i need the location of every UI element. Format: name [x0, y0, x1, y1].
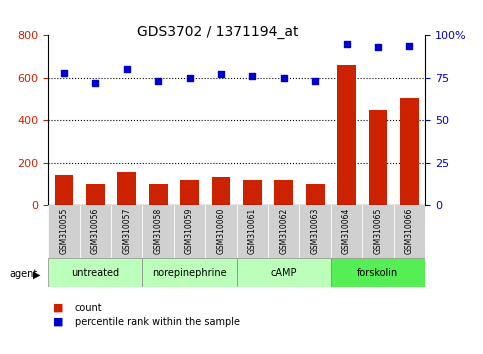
Text: forskolin: forskolin [357, 268, 398, 278]
Point [280, 75, 288, 81]
FancyBboxPatch shape [142, 258, 237, 287]
Point [60, 70, 68, 76]
FancyBboxPatch shape [174, 205, 205, 258]
Text: GSM310059: GSM310059 [185, 208, 194, 255]
Text: GSM310057: GSM310057 [122, 208, 131, 255]
Point [312, 79, 319, 84]
Text: ■: ■ [53, 317, 64, 327]
FancyBboxPatch shape [80, 205, 111, 258]
Text: agent: agent [10, 269, 38, 279]
Text: untreated: untreated [71, 268, 119, 278]
Text: GSM310065: GSM310065 [373, 208, 383, 255]
FancyBboxPatch shape [299, 205, 331, 258]
FancyBboxPatch shape [394, 205, 425, 258]
Text: ▶: ▶ [32, 269, 40, 279]
Bar [86, 184, 105, 205]
Point [249, 73, 256, 79]
Bar [149, 184, 168, 205]
Bar [400, 98, 419, 205]
Text: GSM310055: GSM310055 [59, 208, 69, 255]
Text: GSM310062: GSM310062 [279, 208, 288, 254]
Text: GSM310061: GSM310061 [248, 208, 257, 254]
Point [343, 41, 351, 47]
Bar [55, 175, 73, 205]
Bar [369, 110, 387, 205]
Bar [306, 184, 325, 205]
Bar [243, 180, 262, 205]
Bar [337, 65, 356, 205]
Text: GSM310058: GSM310058 [154, 208, 163, 254]
Point [186, 75, 194, 81]
Bar [274, 180, 293, 205]
FancyBboxPatch shape [48, 205, 80, 258]
FancyBboxPatch shape [111, 205, 142, 258]
Text: GSM310060: GSM310060 [216, 208, 226, 255]
Point [406, 43, 413, 48]
FancyBboxPatch shape [142, 205, 174, 258]
FancyBboxPatch shape [362, 205, 394, 258]
Text: ■: ■ [53, 303, 64, 313]
Point [155, 79, 162, 84]
Bar [180, 180, 199, 205]
Text: norepinephrine: norepinephrine [152, 268, 227, 278]
FancyBboxPatch shape [331, 258, 425, 287]
Text: GDS3702 / 1371194_at: GDS3702 / 1371194_at [137, 25, 298, 39]
Point [217, 72, 225, 77]
Text: GSM310063: GSM310063 [311, 208, 320, 255]
FancyBboxPatch shape [205, 205, 237, 258]
Point [92, 80, 99, 86]
FancyBboxPatch shape [331, 205, 362, 258]
Text: percentile rank within the sample: percentile rank within the sample [75, 317, 240, 327]
FancyBboxPatch shape [48, 258, 142, 287]
FancyBboxPatch shape [268, 205, 299, 258]
Point [123, 67, 131, 72]
Text: GSM310056: GSM310056 [91, 208, 100, 255]
Text: cAMP: cAMP [270, 268, 297, 278]
Text: GSM310066: GSM310066 [405, 208, 414, 255]
FancyBboxPatch shape [237, 258, 331, 287]
Bar [212, 177, 230, 205]
Text: GSM310064: GSM310064 [342, 208, 351, 255]
Text: count: count [75, 303, 102, 313]
Bar [117, 172, 136, 205]
FancyBboxPatch shape [237, 205, 268, 258]
Point [374, 45, 382, 50]
